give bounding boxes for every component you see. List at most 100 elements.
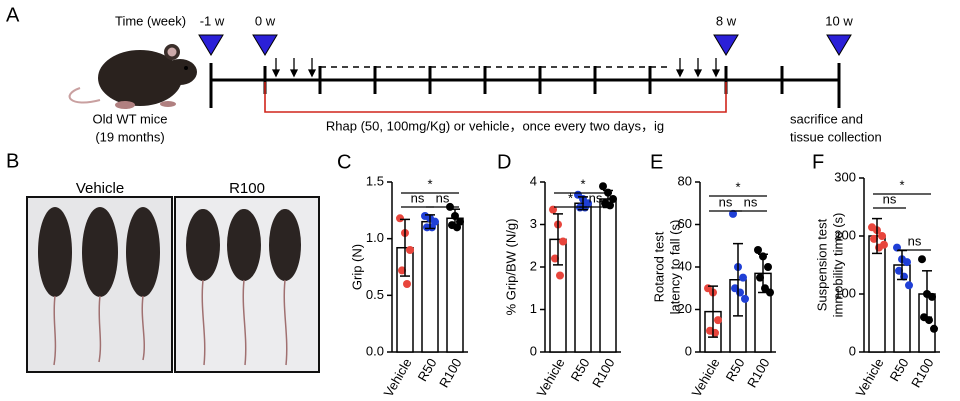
- data-point: [925, 316, 933, 325]
- significance-label: *: [580, 176, 585, 191]
- bar: [446, 217, 464, 353]
- x-tick-label: Vehicle: [381, 356, 415, 400]
- time-label: Time (week): [115, 13, 186, 28]
- data-point: [895, 266, 903, 275]
- y-axis-label: immobility time (s): [830, 213, 845, 318]
- y-tick-label: 60: [678, 216, 692, 231]
- y-axis-label: Rotarod test: [651, 231, 666, 302]
- data-point: [766, 288, 774, 297]
- marker-label: 10 w: [825, 13, 853, 28]
- data-point: [880, 240, 888, 249]
- x-tick-label: Vehicle: [853, 356, 887, 400]
- significance-label: *: [735, 179, 740, 194]
- data-point: [756, 273, 764, 282]
- data-point: [711, 328, 719, 337]
- panel-label: A: [6, 4, 20, 26]
- data-point: [551, 254, 559, 263]
- x-tick-label: Vehicle: [689, 356, 723, 400]
- panel-label: F: [812, 151, 824, 173]
- significance-label: *: [427, 176, 432, 191]
- y-tick-label: 0: [685, 343, 692, 358]
- y-tick-label: 0: [849, 343, 856, 358]
- x-tick-label: R100: [589, 356, 618, 390]
- data-point: [764, 263, 772, 271]
- y-tick-label: 1: [530, 301, 537, 316]
- y-tick-label: 4: [530, 173, 537, 188]
- data-point: [428, 223, 436, 232]
- significance-label: ns: [883, 191, 897, 206]
- timeline: [209, 63, 841, 108]
- panel-label: C: [337, 151, 351, 173]
- data-point: [739, 273, 747, 282]
- y-axis-label: % Grip/BW (N/g): [503, 219, 518, 316]
- data-point: [903, 258, 911, 267]
- endpoint-label: tissue collection: [790, 129, 882, 144]
- x-tick-label: R100: [744, 356, 773, 390]
- x-tick-label: R50: [723, 356, 748, 384]
- data-point: [599, 182, 607, 191]
- data-point: [736, 288, 744, 297]
- x-tick-label: R50: [887, 356, 912, 384]
- bar: [421, 220, 439, 353]
- x-tick-label: Vehicle: [534, 356, 568, 400]
- x-tick-label: R50: [415, 356, 440, 384]
- marker-label: 0 w: [255, 13, 276, 28]
- data-point: [928, 292, 936, 301]
- data-point: [754, 246, 762, 254]
- y-tick-label: 1.5: [366, 173, 384, 188]
- y-tick-label: 1.0: [366, 230, 384, 245]
- y-tick-label: 3: [530, 216, 537, 231]
- significance-label: ns: [719, 194, 733, 209]
- mice-photo: [38, 207, 301, 366]
- group-label: R100: [229, 180, 265, 197]
- x-tick-label: R50: [568, 356, 593, 384]
- panel-label: B: [6, 150, 19, 172]
- y-tick-label: 2: [530, 258, 537, 273]
- y-tick-label: 0.0: [366, 343, 384, 358]
- data-point: [729, 209, 737, 218]
- significance-label: ns: [411, 190, 425, 205]
- group-label: Vehicle: [76, 180, 124, 197]
- data-point: [559, 237, 567, 246]
- data-point: [918, 255, 926, 264]
- subject-label: Old WT mice: [93, 111, 168, 126]
- data-point: [878, 232, 886, 240]
- treatment-bracket: [264, 82, 727, 113]
- mouse-icon: [68, 44, 197, 109]
- data-point: [930, 324, 938, 333]
- x-tick-label: R100: [436, 356, 465, 390]
- bar: [599, 198, 617, 353]
- x-tick-label: R100: [908, 356, 937, 390]
- data-point: [556, 271, 564, 280]
- data-point: [609, 195, 617, 203]
- treatment-label: Rhap (50, 100mg/Kg) or vehicle，once ever…: [326, 118, 664, 133]
- y-tick-label: 300: [834, 169, 856, 184]
- panel-label: D: [497, 151, 511, 173]
- y-axis-label: latency to fall (s): [667, 220, 682, 315]
- subject-label: (19 months): [95, 129, 164, 144]
- y-tick-label: 0: [530, 343, 537, 358]
- data-point: [396, 214, 404, 223]
- panel-label: E: [650, 151, 663, 173]
- y-tick-label: 40: [678, 258, 692, 273]
- significance-label: ns: [744, 194, 758, 209]
- y-tick-label: 80: [678, 173, 692, 188]
- endpoint-label: sacrifice and: [790, 111, 863, 126]
- significance-label: ns: [436, 190, 450, 205]
- data-point: [870, 234, 878, 243]
- y-tick-label: 0.5: [366, 287, 384, 302]
- data-point: [741, 294, 749, 303]
- y-tick-label: 200: [834, 227, 856, 242]
- y-axis-label: Suspension test: [814, 218, 829, 311]
- data-point: [406, 246, 414, 254]
- data-point: [714, 316, 722, 325]
- marker-label: -1 w: [200, 13, 225, 28]
- arrows: [271, 58, 721, 78]
- significance-label: ns: [908, 233, 922, 248]
- significance-label: *: [899, 177, 904, 192]
- significance-label: ns: [589, 190, 603, 205]
- y-tick-label: 20: [678, 301, 692, 316]
- marker-label: 8 w: [716, 13, 737, 28]
- data-point: [398, 266, 406, 275]
